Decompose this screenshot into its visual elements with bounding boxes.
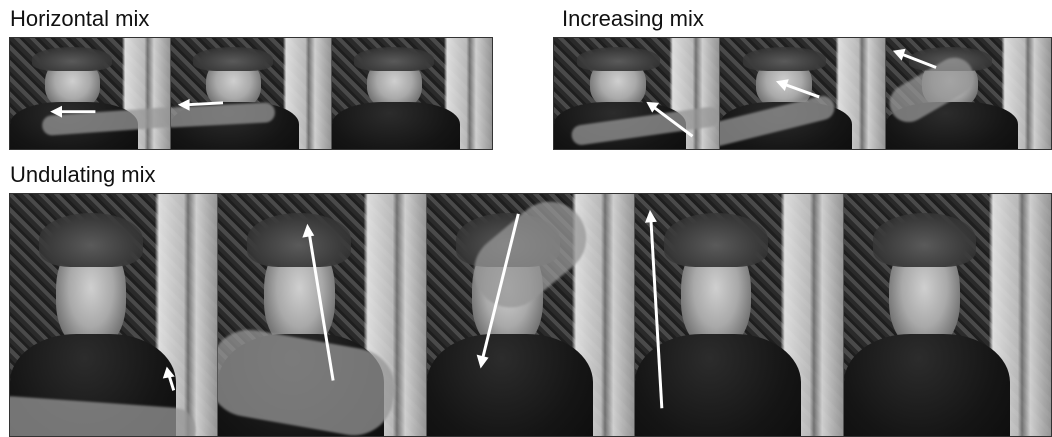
frame [554, 38, 720, 149]
frame [426, 194, 636, 436]
frame [886, 38, 1051, 149]
frame [332, 38, 492, 149]
frame [635, 194, 844, 436]
undulating-mix-title: Undulating mix [10, 162, 156, 187]
horizontal-mix-title: Horizontal mix [10, 6, 150, 31]
frame [10, 194, 219, 436]
increasing-mix-title: Increasing mix [562, 6, 704, 31]
frame [720, 38, 886, 149]
frame [218, 194, 427, 436]
undulating-mix-strip [9, 193, 1052, 437]
frame [171, 38, 332, 149]
frame [843, 194, 1051, 436]
horizontal-mix-strip [9, 37, 493, 150]
increasing-mix-strip [553, 37, 1052, 150]
frame [10, 38, 171, 149]
